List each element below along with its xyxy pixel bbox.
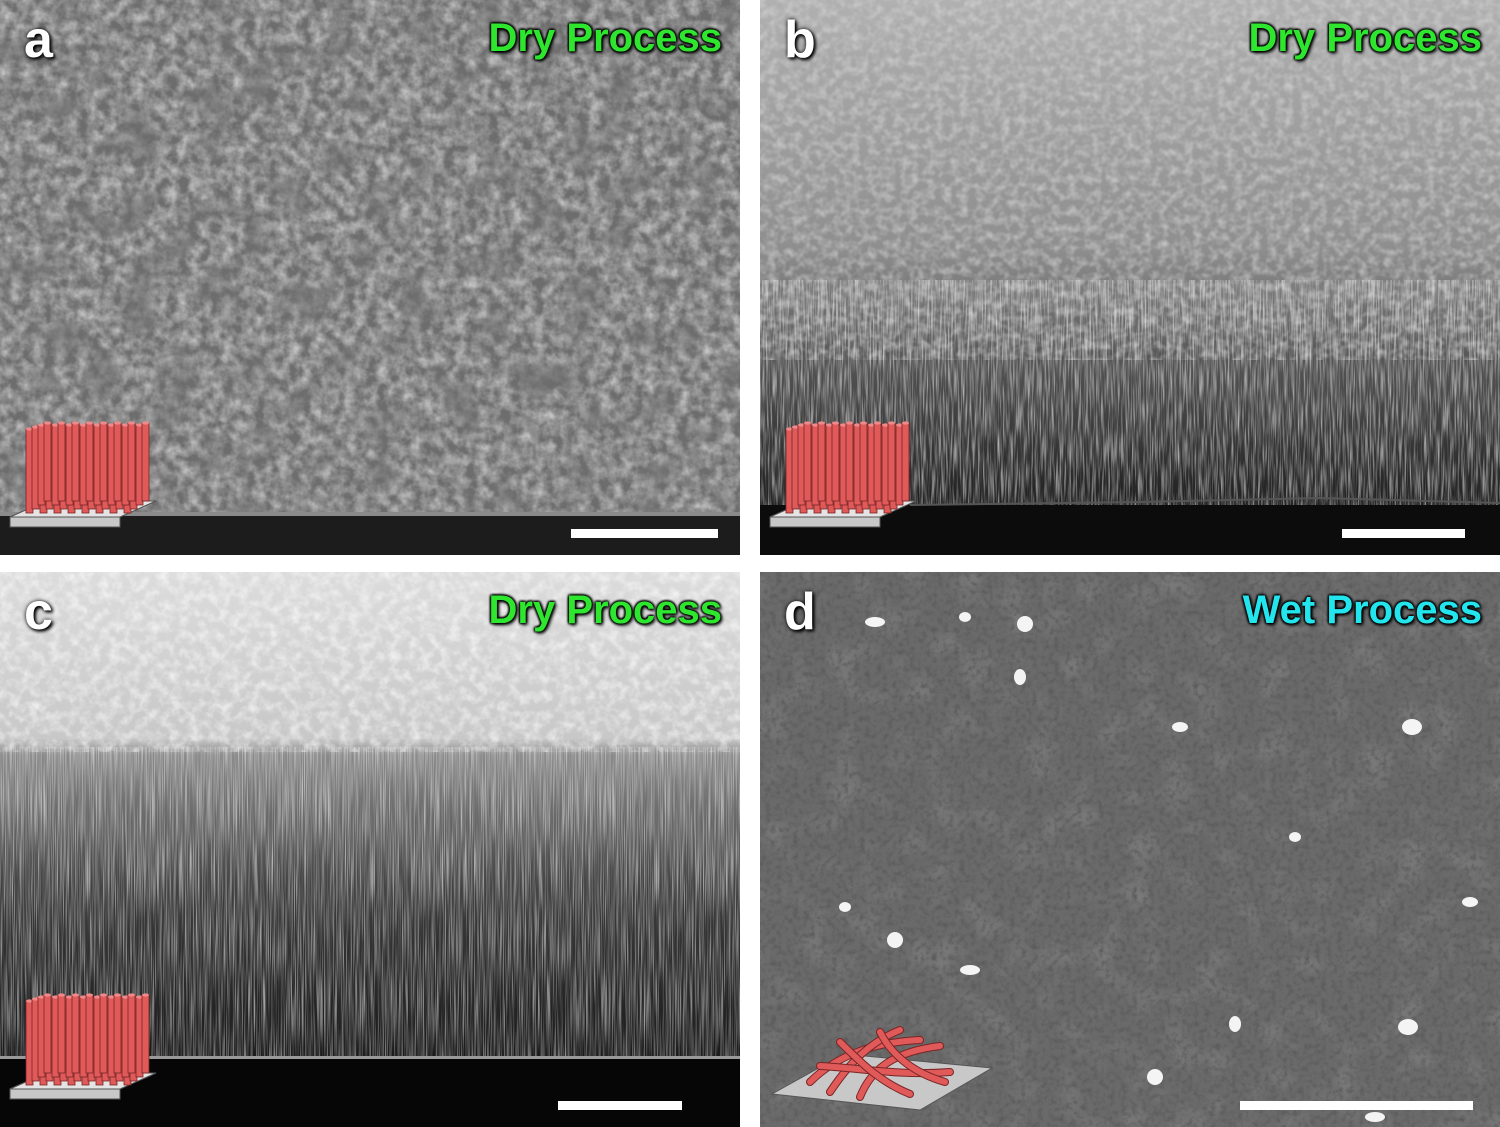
bright-cluster (1172, 722, 1188, 732)
scale-bar (1342, 529, 1465, 538)
bright-cluster (887, 932, 903, 948)
panel-letter: a (24, 11, 53, 69)
sem-panel-b: b Dry Process (760, 0, 1500, 555)
bright-cluster (865, 617, 885, 627)
vertical-nanowire-array-icon (9, 421, 157, 528)
vertical-nanowire-array-icon (9, 993, 157, 1100)
sem-panel-d: d Wet Process (760, 572, 1500, 1127)
bright-cluster (1147, 1069, 1163, 1085)
bright-cluster (1462, 897, 1478, 907)
panel-letter: d (784, 583, 816, 641)
process-label: Dry Process (488, 16, 722, 60)
bright-cluster (1017, 616, 1033, 632)
scale-bar (1240, 1101, 1473, 1110)
sem-panel-a: a Dry Process (0, 0, 740, 555)
sem-image-top-view-dense (0, 0, 740, 555)
process-label: Dry Process (1248, 16, 1482, 60)
process-label: Dry Process (488, 588, 722, 632)
vertical-nanowire-array-icon (769, 421, 917, 528)
panel-letter: c (24, 583, 53, 641)
bright-cluster (959, 612, 971, 622)
bright-cluster (960, 965, 980, 975)
random-nanowire-network-icon (770, 1026, 994, 1111)
panel-letter: b (784, 11, 816, 69)
scale-bar (571, 529, 718, 538)
scale-bar (558, 1101, 682, 1110)
bright-cluster (1398, 1019, 1418, 1035)
bright-cluster (1289, 832, 1301, 842)
bright-cluster (1402, 719, 1422, 735)
bright-cluster (1365, 1112, 1385, 1122)
bright-cluster (839, 902, 851, 912)
sem-panel-c: c Dry Process (0, 572, 740, 1127)
bright-cluster (1014, 669, 1026, 685)
bright-cluster (1229, 1016, 1241, 1032)
process-label: Wet Process (1242, 588, 1482, 632)
